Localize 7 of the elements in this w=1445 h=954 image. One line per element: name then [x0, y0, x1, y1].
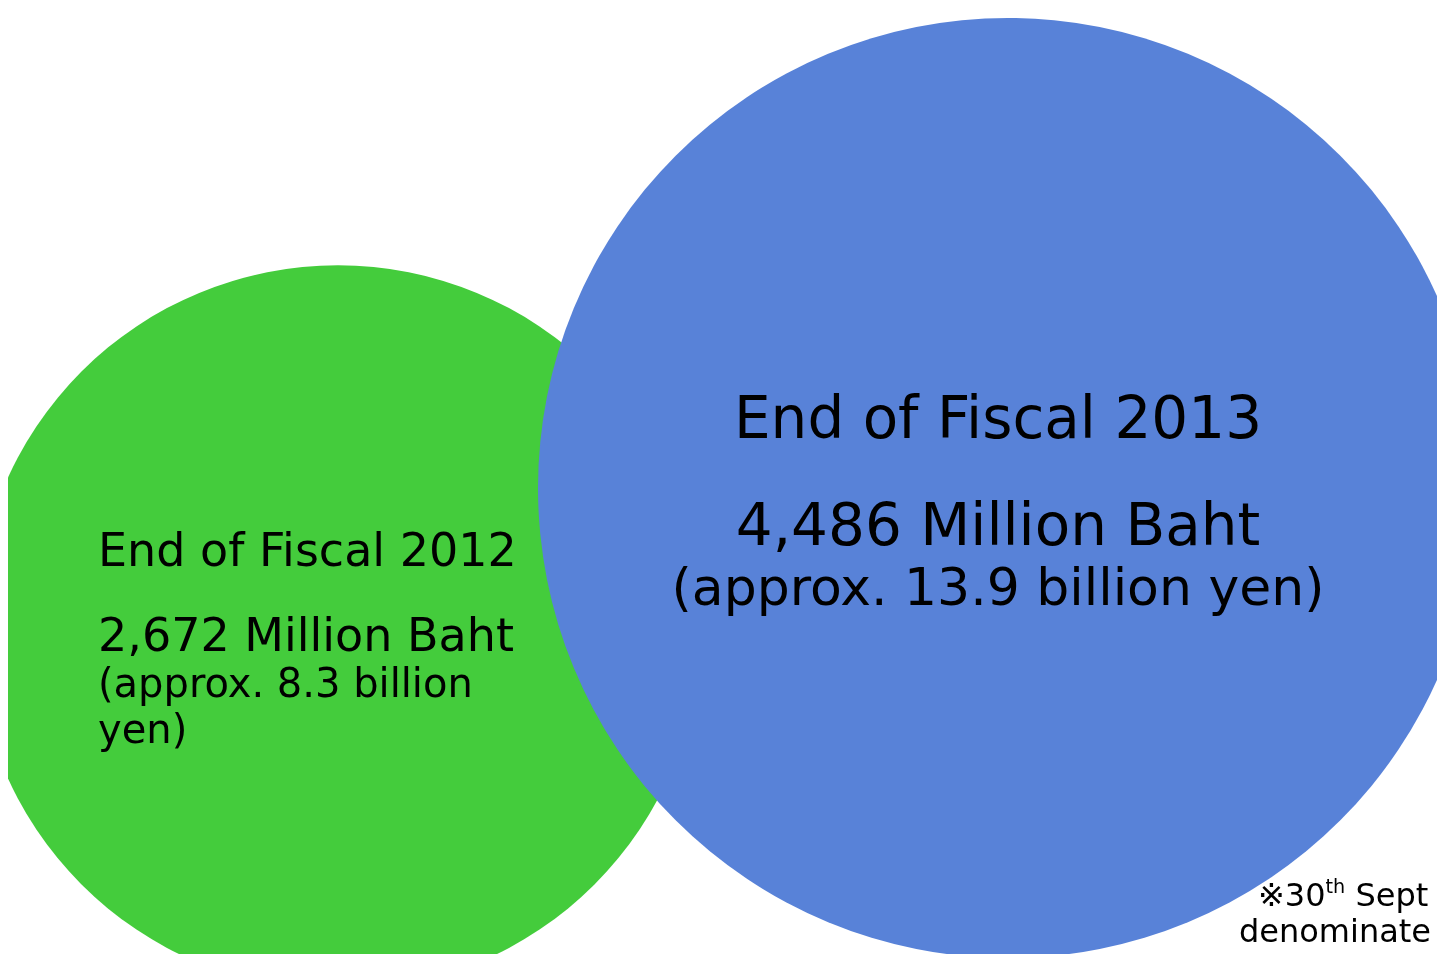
text: denominate: [1238, 912, 1431, 950]
text: (approx. 8.3 billion yen): [98, 659, 473, 752]
data-label: 2,672 Million Baht: [98, 607, 514, 662]
data-label: 4,486 Million Baht: [735, 490, 1261, 559]
category-label: End of Fiscal 2012: [98, 523, 517, 578]
text: (approx. 13.9 billion yen): [671, 556, 1325, 617]
category-label: End of Fiscal 2013: [733, 384, 1263, 453]
